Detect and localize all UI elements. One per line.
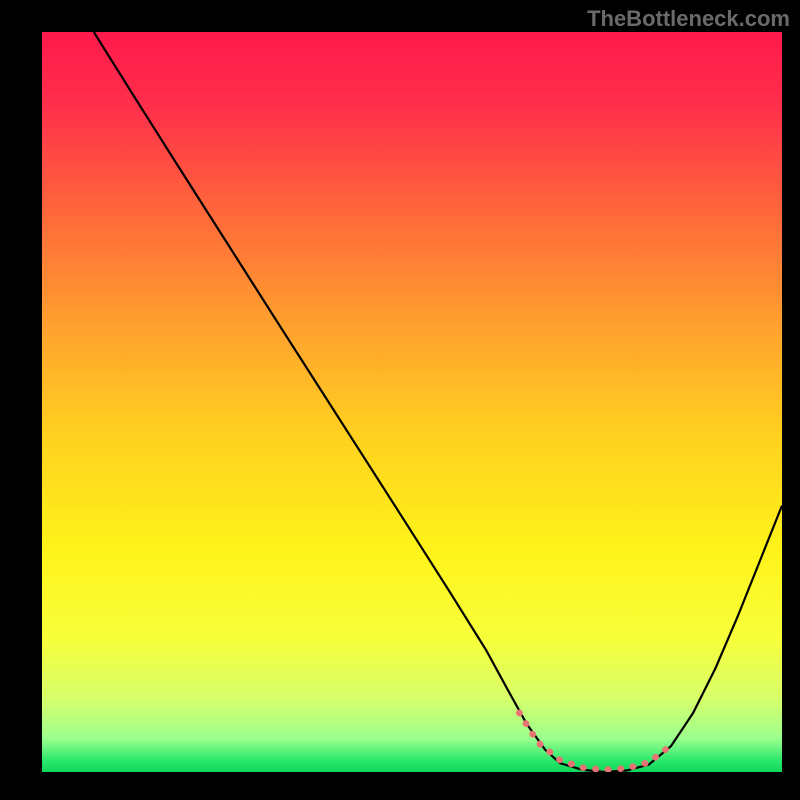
highlight-segment: [519, 713, 667, 770]
chart-canvas: TheBottleneck.com: [0, 0, 800, 800]
plot-area: [42, 32, 782, 772]
primary-curve: [94, 32, 782, 772]
curve-layer: [42, 32, 782, 772]
watermark-text: TheBottleneck.com: [587, 6, 790, 32]
